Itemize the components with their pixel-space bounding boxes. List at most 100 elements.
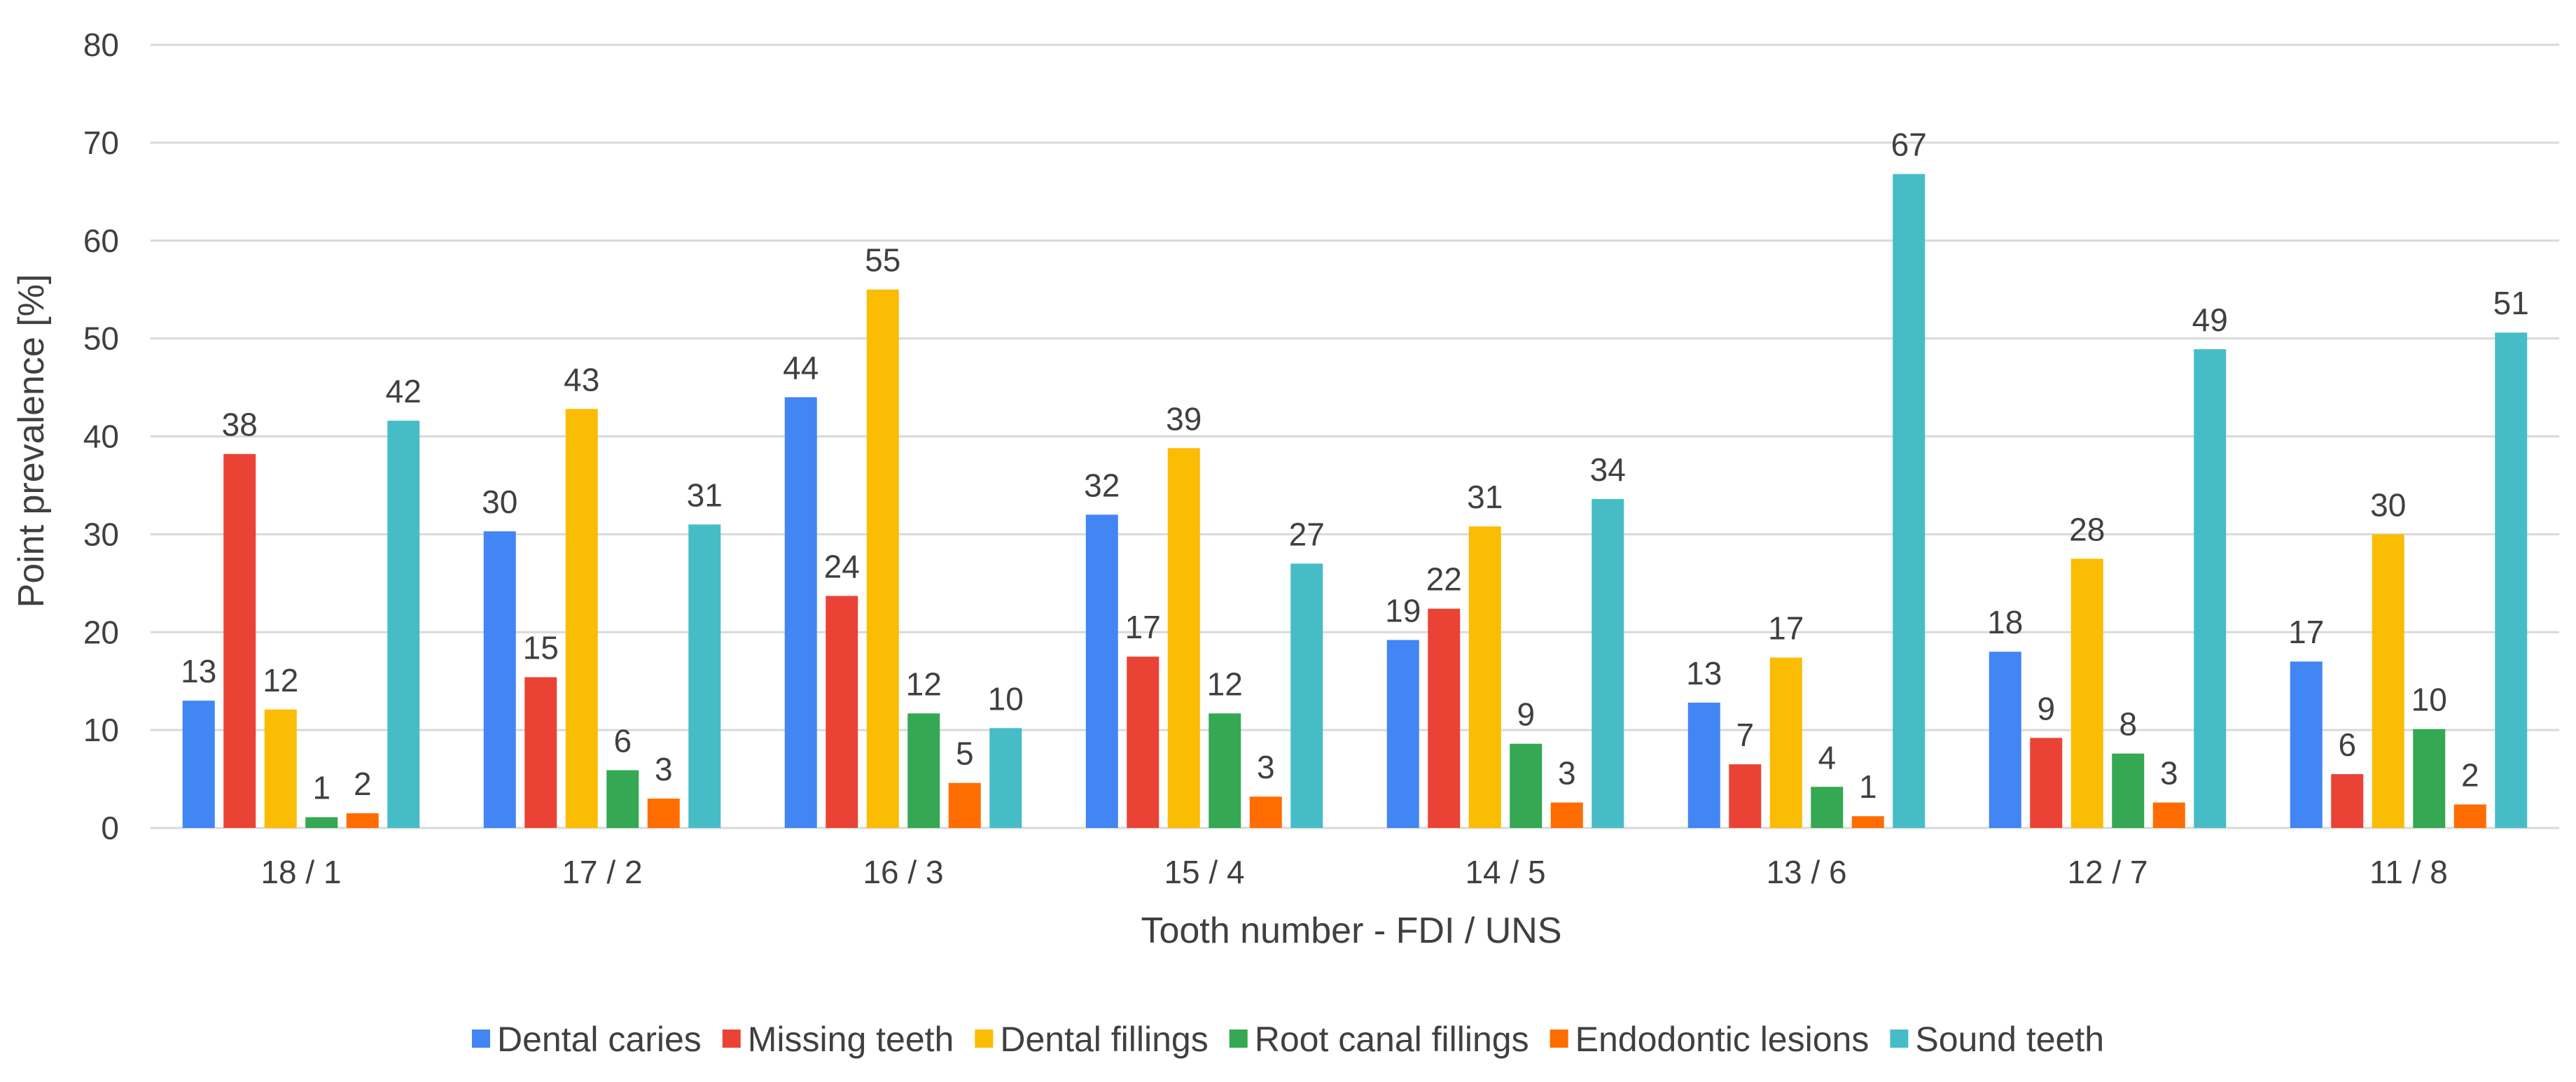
data-label: 42 [386,373,422,409]
data-label: 12 [263,662,298,698]
bar [1687,702,1720,828]
bar [1893,174,1926,828]
legend-item: Dental fillings [975,1020,1209,1059]
bar [1249,796,1282,828]
bar [2413,729,2446,828]
legend-swatch [1890,1030,1909,1048]
bar [1769,657,1802,828]
legend-item: Root canal fillings [1229,1020,1529,1059]
data-label: 9 [2037,690,2055,726]
data-label: 30 [482,484,517,520]
data-label: 55 [865,242,900,279]
data-label: 32 [1084,467,1120,503]
y-tick-label: 80 [83,27,119,63]
legend-label: Dental fillings [1000,1020,1208,1059]
data-label: 1 [312,770,330,806]
data-label: 67 [1891,127,1927,163]
bar [1127,656,1160,828]
data-label: 17 [2288,614,2324,650]
data-label: 7 [1736,717,1754,753]
legend-swatch [975,1030,994,1048]
data-label: 34 [1590,451,1626,488]
bar [2495,332,2528,828]
data-label: 5 [956,736,974,772]
data-label: 3 [1257,749,1275,785]
data-label: 4 [1818,739,1836,775]
x-axis-title: Tooth number - FDI / UNS [1141,911,1561,951]
y-axis-title: Point prevalence [%] [11,274,52,608]
y-axis-ticks: 0 10 20 30 40 50 60 70 80 [83,27,119,846]
y-tick-label: 0 [101,810,119,846]
data-label: 28 [2069,511,2105,547]
bar [2152,802,2185,828]
bar [1989,652,2021,828]
x-tick-label: 14 / 5 [1465,854,1545,890]
legend-item: Dental caries [471,1020,702,1059]
bar [606,770,639,828]
bar [223,454,256,828]
bar [483,531,516,828]
data-label: 6 [613,722,632,759]
x-tick-label: 11 / 8 [2369,854,2448,890]
data-label: 13 [1686,655,1722,691]
bar [1468,526,1501,828]
data-label: 3 [655,751,673,787]
bar [866,289,899,828]
bar [1729,764,1762,828]
data-label: 17 [1768,610,1804,647]
data-label: 2 [2461,757,2479,793]
bar [989,728,1022,828]
data-label: 6 [2338,726,2356,763]
data-label: 15 [523,630,559,666]
bar [1550,802,1583,828]
x-tick-label: 12 / 7 [2067,854,2147,890]
data-label: 44 [783,350,819,386]
data-label: 24 [824,548,860,584]
bar [907,713,940,828]
y-tick-label: 40 [83,419,119,455]
bar [647,799,680,828]
bar [1290,563,1323,828]
bar [2453,804,2486,828]
data-label: 17 [1125,609,1161,645]
bar [524,677,557,828]
data-label: 9 [1517,696,1535,733]
bar [2194,349,2227,829]
data-label: 19 [1385,592,1421,628]
bar [305,817,338,828]
data-label: 27 [1289,516,1325,552]
x-tick-label: 17 / 2 [562,854,642,890]
x-tick-label: 18 / 1 [260,854,341,890]
legend-swatch [471,1030,490,1048]
bar [346,813,379,828]
y-tick-label: 20 [83,614,119,650]
bars [182,174,2528,829]
legend-label: Dental caries [497,1020,702,1059]
y-tick-label: 30 [83,516,119,552]
legend-item: Missing teeth [722,1020,954,1059]
legend-swatch [1550,1030,1568,1048]
data-label: 39 [1166,400,1202,437]
x-tick-label: 13 / 6 [1766,854,1846,890]
data-label: 1 [1859,768,1877,805]
data-label: 13 [181,653,216,689]
bar [688,524,721,828]
data-label: 31 [687,477,723,513]
bar [2070,558,2103,828]
data-label: 43 [564,361,599,398]
legend-swatch [722,1030,741,1048]
y-tick-label: 60 [83,223,119,259]
bar [826,596,858,828]
data-label: 10 [2411,682,2447,718]
bar [784,397,817,828]
x-axis-ticks: 18 / 1 17 / 2 16 / 3 15 / 4 14 / 5 13 / 6 12 /… [260,854,2447,890]
legend-item: Endodontic lesions [1550,1020,1869,1059]
legend-swatch [1229,1030,1248,1048]
legend-label: Root canal fillings [1255,1020,1529,1059]
data-label: 38 [222,407,258,443]
bar [2030,738,2063,828]
bar [1510,743,1543,828]
